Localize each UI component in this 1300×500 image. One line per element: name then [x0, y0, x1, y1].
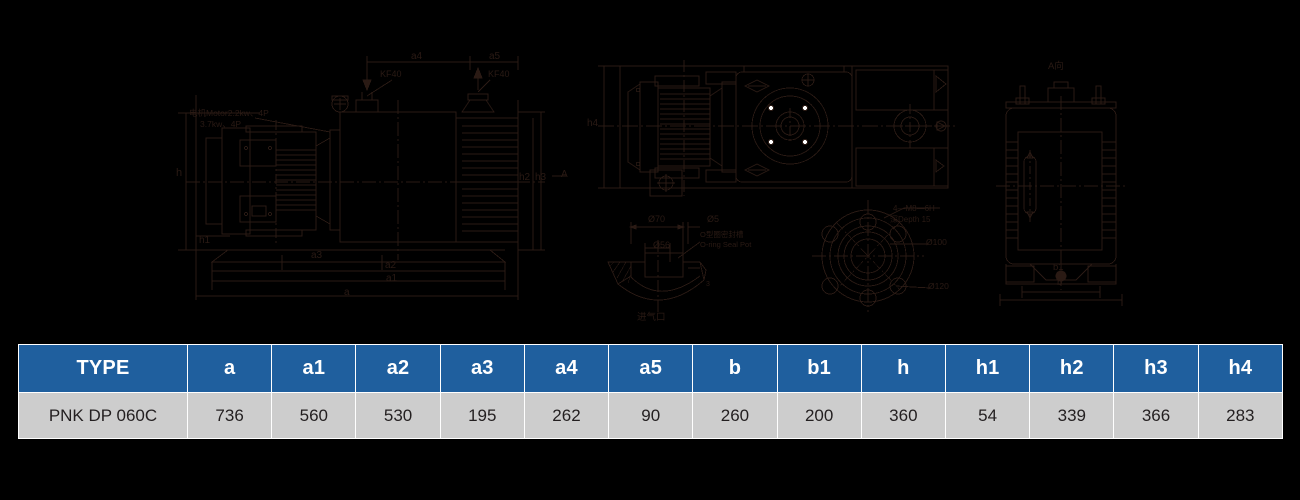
cell-h1: 54 [945, 393, 1030, 438]
cell-a3: 195 [440, 393, 524, 438]
col-header-a2: a2 [356, 345, 440, 392]
col-header-a4: a4 [524, 345, 609, 392]
cell-a4: 262 [524, 393, 609, 438]
top-view-group [598, 60, 958, 197]
table-row: PNK DP 060C 736 560 530 195 262 90 260 2… [19, 393, 1282, 438]
inlet-detail-group [607, 222, 707, 312]
cell-b: 260 [693, 393, 777, 438]
col-header-b1: b1 [777, 345, 861, 392]
table-header-row: TYPE a a1 a2 a3 a4 a5 b b1 h h1 h2 h3 h4 [19, 345, 1282, 392]
col-header-a1: a1 [272, 345, 356, 392]
dimension-spec-table: TYPE a a1 a2 a3 a4 a5 b b1 h h1 h2 h3 h4 [18, 344, 1283, 439]
col-header-h2: h2 [1030, 345, 1114, 392]
col-header-h3: h3 [1114, 345, 1198, 392]
cell-a5: 90 [609, 393, 693, 438]
cell-h2: 339 [1030, 393, 1114, 438]
technical-drawing: 电机Motor2.2kw、4P 3.7kw、4P KF40 KF40 a4 a5… [176, 51, 1126, 322]
spec-table-container: TYPE a a1 a2 a3 a4 a5 b b1 h h1 h2 h3 h4 [18, 344, 1283, 439]
cell-b1: 200 [777, 393, 861, 438]
cell-h3: 366 [1114, 393, 1198, 438]
col-header-h4: h4 [1198, 345, 1282, 392]
col-header-type: TYPE [19, 345, 187, 392]
cell-type: PNK DP 060C [19, 393, 187, 438]
cell-a1: 560 [272, 393, 356, 438]
cell-a2: 530 [356, 393, 440, 438]
bolt-circle-detail-group [812, 200, 940, 312]
drawing-canvas [178, 56, 1126, 312]
col-header-h: h [861, 345, 945, 392]
col-header-a5: a5 [609, 345, 693, 392]
side-view-group [178, 56, 566, 300]
view-a-group [996, 81, 1126, 306]
col-header-h1: h1 [945, 345, 1030, 392]
cell-h: 360 [861, 393, 945, 438]
col-header-a3: a3 [440, 345, 524, 392]
col-header-a: a [188, 345, 272, 392]
cell-a: 736 [188, 393, 272, 438]
col-header-b: b [693, 345, 777, 392]
cell-h4: 283 [1198, 393, 1282, 438]
